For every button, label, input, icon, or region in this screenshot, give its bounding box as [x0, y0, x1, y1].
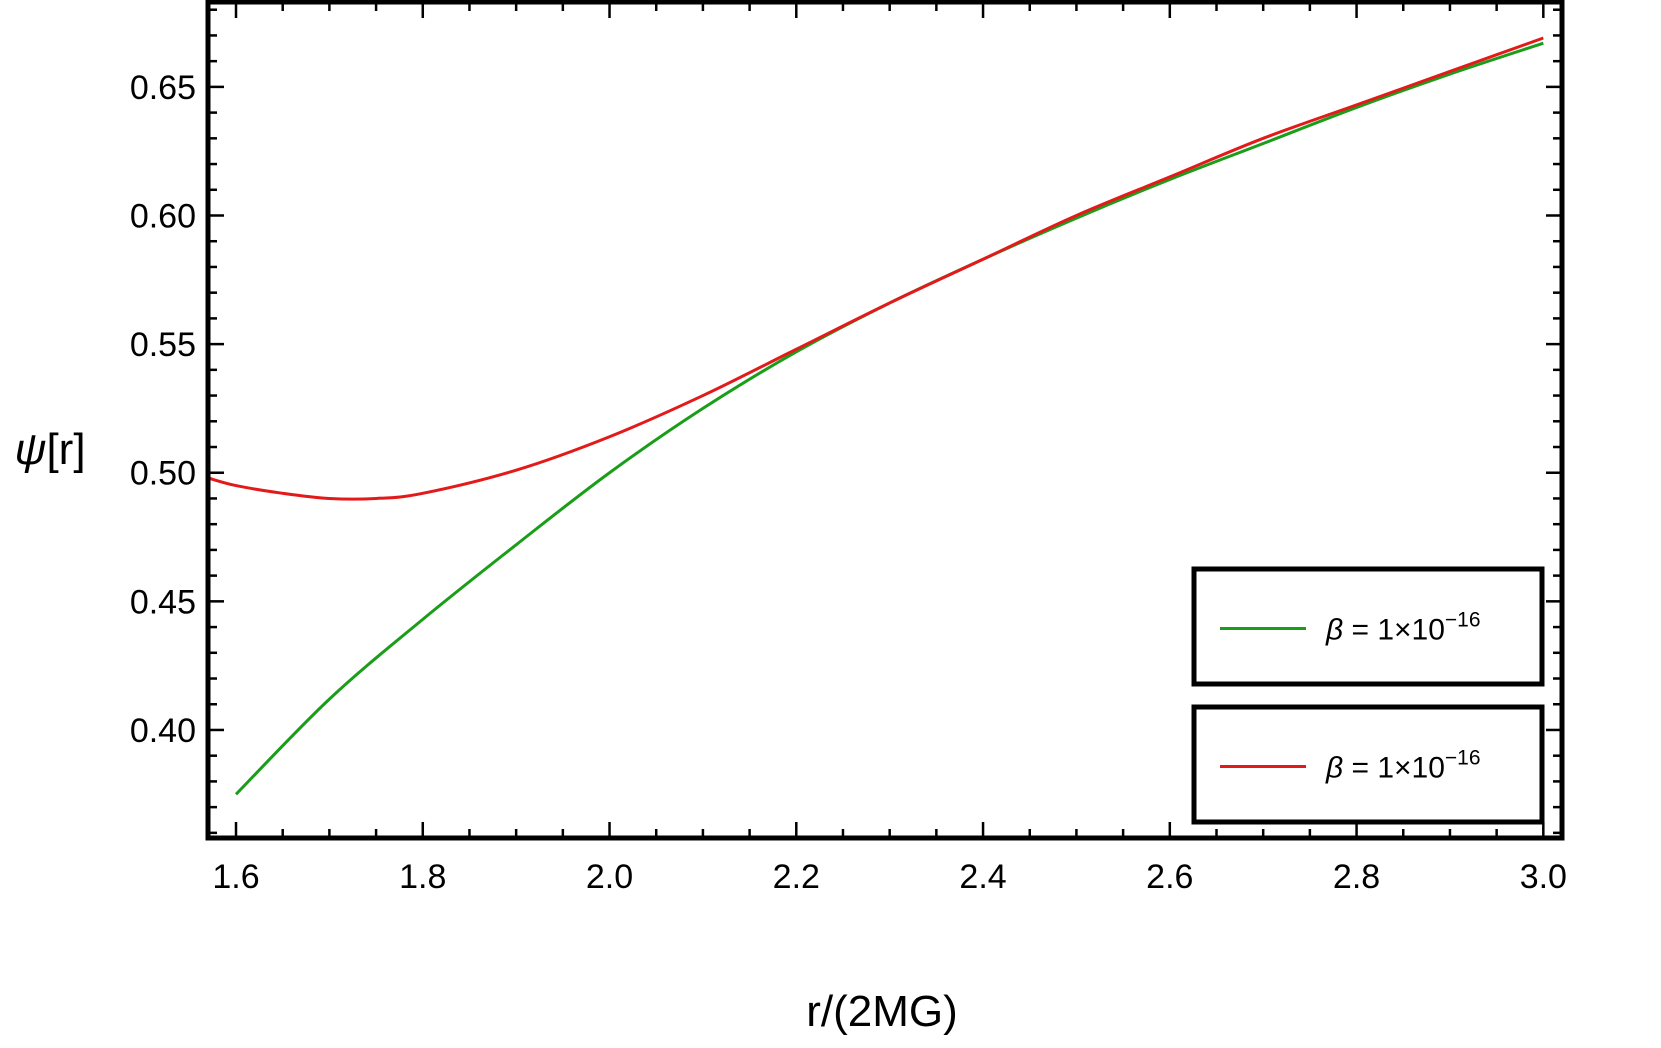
- y-axis-title: ψ[r]: [14, 425, 85, 474]
- y-tick-labels: 0.40 0.45 0.50 0.55 0.60 0.65: [130, 69, 196, 750]
- legend-label-exponent: −16: [1445, 609, 1481, 632]
- x-tick-label: 2.6: [1146, 858, 1193, 896]
- x-tick-label: 1.6: [212, 858, 259, 896]
- y-tick-label: 0.55: [130, 326, 196, 364]
- legend-label: β = 1×10−16: [1325, 747, 1481, 785]
- y-tick-label: 0.40: [130, 712, 196, 750]
- x-tick-label: 1.8: [399, 858, 446, 896]
- x-tick-label: 2.2: [773, 858, 820, 896]
- legend-label: β = 1×10−16: [1325, 609, 1481, 647]
- x-tick-label: 2.4: [959, 858, 1006, 896]
- plot-frame: [205, 0, 1565, 841]
- y-axis-title-symbol: ψ: [14, 425, 46, 474]
- legend-entry-1: β = 1×10−16: [1191, 566, 1545, 687]
- legend-entry-2: β = 1×10−16: [1191, 704, 1545, 825]
- y-tick-label: 0.45: [130, 583, 196, 621]
- x-tick-label: 2.0: [586, 858, 633, 896]
- x-tick-labels: 1.6 1.8 2.0 2.2 2.4 2.6 2.8 3.0: [212, 858, 1567, 896]
- y-axis-title-rest: [r]: [46, 425, 85, 474]
- legend-label-symbol: β: [1325, 614, 1343, 647]
- y-tick-label: 0.60: [130, 198, 196, 236]
- legend-label-rest: = 1×10: [1343, 752, 1445, 785]
- legend-label-exponent: −16: [1445, 747, 1481, 770]
- legend: β = 1×10−16β = 1×10−16: [1191, 566, 1545, 825]
- series-line-2: [207, 36, 1544, 501]
- x-tick-label: 3.0: [1520, 858, 1567, 896]
- y-tick-label: 0.65: [130, 69, 196, 107]
- x-axis-title: r/(2MG): [806, 987, 958, 1036]
- legend-box: [1191, 566, 1545, 687]
- legend-box: [1191, 704, 1545, 825]
- legend-label-symbol: β: [1325, 752, 1343, 785]
- x-tick-label: 2.8: [1333, 858, 1380, 896]
- y-tick-label: 0.50: [130, 455, 196, 493]
- legend-label-rest: = 1×10: [1343, 614, 1445, 647]
- series-lines: [207, 36, 1544, 796]
